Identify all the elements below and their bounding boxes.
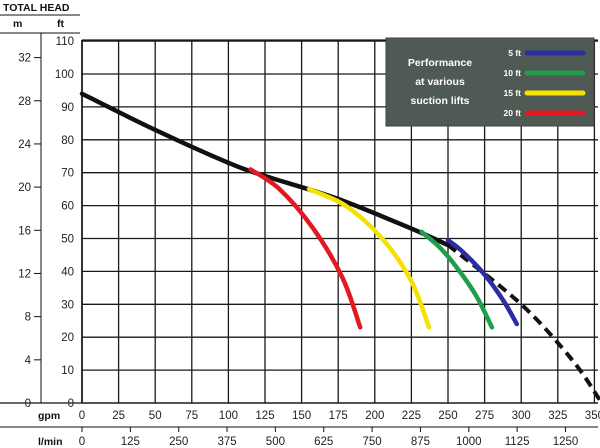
- x-lmin-tick-500: 500: [266, 436, 285, 448]
- y-m-tick-28: 28: [18, 96, 31, 108]
- x-gpm-tick-125: 125: [255, 410, 274, 422]
- x-lmin-tick-750: 750: [362, 436, 381, 448]
- legend-title-line-1: Performance: [408, 57, 472, 69]
- x-gpm-tick-175: 175: [329, 410, 348, 422]
- legend: Performance at various suction lifts 5 f…: [385, 37, 595, 127]
- x-lmin-tick-250: 250: [169, 436, 188, 448]
- y-m-tick-32: 32: [18, 53, 31, 65]
- x-gpm-tick-100: 100: [219, 410, 238, 422]
- y-m-tick-20: 20: [18, 182, 31, 194]
- x-gpm-tick-75: 75: [185, 410, 198, 422]
- y-unit-ft: ft: [57, 18, 64, 30]
- legend-label-20ft: 20 ft: [504, 108, 522, 118]
- axes: 0 10 20 30 40 50 60 70 80 90 100 110 0 4 8 12 16 20 24 28 32…: [0, 14, 600, 448]
- x-lmin-tick-0: 0: [79, 436, 85, 448]
- x-gpm-tick-150: 150: [292, 410, 311, 422]
- y-ft-tick-10: 10: [61, 365, 74, 377]
- y-ft-tick-40: 40: [61, 266, 74, 278]
- x-lmin-tick-875: 875: [411, 436, 430, 448]
- x-gpm-tick-200: 200: [365, 410, 384, 422]
- legend-label-15ft: 15 ft: [504, 88, 522, 98]
- y-m-tick-16: 16: [18, 225, 31, 237]
- y-ft-tick-60: 60: [61, 201, 74, 213]
- y-m-tick-8: 8: [25, 312, 31, 324]
- series-curve-20ft: [248, 167, 363, 330]
- y-m-tick-4: 4: [25, 355, 32, 367]
- y-m-tick-24: 24: [18, 139, 31, 151]
- y-ft-tick-70: 70: [61, 168, 74, 180]
- legend-title-line-3: suction lifts: [411, 95, 470, 107]
- series-curve-10ft: [419, 229, 495, 330]
- y-unit-m: m: [13, 18, 22, 30]
- curves: [79, 91, 600, 405]
- x-gpm-tick-225: 225: [402, 410, 421, 422]
- legend-label-5ft: 5 ft: [508, 48, 521, 58]
- x-gpm-tick-300: 300: [512, 410, 531, 422]
- x-lmin-tick-375: 375: [217, 436, 236, 448]
- series-curve-5ft: [445, 237, 520, 327]
- y-ft-tick-100: 100: [55, 69, 74, 81]
- x-unit-lmin: l/min: [38, 436, 63, 448]
- x-lmin-tick-1125: 1125: [505, 436, 530, 448]
- x-gpm-tick-25: 25: [112, 410, 125, 422]
- x-lmin-tick-125: 125: [121, 436, 140, 448]
- x-unit-gpm: gpm: [38, 410, 60, 422]
- x-lmin-tick-1000: 1000: [456, 436, 482, 448]
- y-ft-tick-50: 50: [61, 234, 74, 246]
- x-gpm-tick-275: 275: [475, 410, 494, 422]
- y-m-tick-12: 12: [18, 268, 31, 280]
- series-curve-15ft: [306, 186, 432, 330]
- x-lmin-tick-1250: 1250: [553, 436, 579, 448]
- legend-label-10ft: 10 ft: [504, 68, 522, 78]
- y-ft-tick-30: 30: [61, 299, 74, 311]
- y-ft-tick-0: 0: [68, 398, 74, 410]
- x-gpm-tick-250: 250: [438, 410, 457, 422]
- y-ft-tick-110: 110: [56, 36, 74, 48]
- x-lmin-tick-625: 625: [314, 436, 333, 448]
- x-gpm-tick-325: 325: [548, 410, 567, 422]
- x-gpm-tick-350: 350: [585, 410, 600, 422]
- legend-title-line-2: at various: [415, 76, 465, 88]
- chart-title: TOTAL HEAD: [3, 2, 70, 14]
- y-m-tick-0: 0: [25, 398, 31, 410]
- y-ft-tick-20: 20: [61, 332, 74, 344]
- y-ft-tick-90: 90: [61, 102, 74, 114]
- x-gpm-tick-0: 0: [79, 410, 85, 422]
- y-ft-tick-80: 80: [61, 135, 74, 147]
- x-gpm-tick-50: 50: [149, 410, 162, 422]
